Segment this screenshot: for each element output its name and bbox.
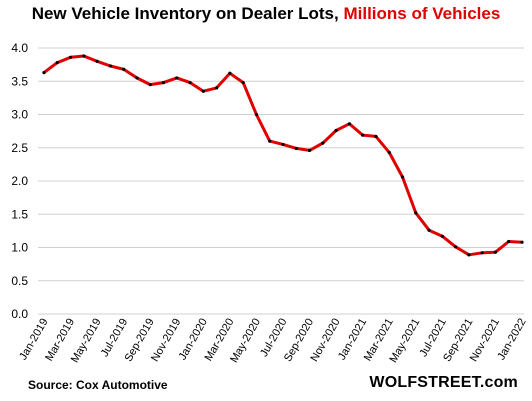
data-point bbox=[215, 86, 219, 90]
y-tick-label: 2.5 bbox=[11, 141, 28, 155]
data-point bbox=[440, 234, 444, 238]
data-point bbox=[294, 146, 298, 151]
data-point bbox=[281, 142, 285, 147]
data-point bbox=[321, 141, 325, 145]
y-tick-label: 4.0 bbox=[11, 41, 28, 55]
data-point bbox=[520, 240, 524, 244]
data-point bbox=[148, 82, 152, 87]
data-point bbox=[268, 139, 272, 143]
y-tick-label: 3.0 bbox=[11, 108, 28, 122]
data-point bbox=[347, 122, 351, 126]
data-point bbox=[361, 133, 365, 137]
data-point bbox=[201, 89, 205, 93]
y-axis-ticks: 0.0 0.5 1.0 1.5 2.0 2.5 3.0 3.5 4.0 bbox=[11, 41, 28, 321]
data-point bbox=[427, 228, 431, 232]
data-point bbox=[480, 251, 484, 255]
data-point bbox=[175, 76, 179, 80]
chart-title: New Vehicle Inventory on Dealer Lots, Mi… bbox=[0, 4, 532, 24]
data-point bbox=[374, 134, 378, 139]
data-point bbox=[188, 80, 192, 85]
data-point bbox=[467, 253, 471, 257]
y-tick-label: 0.0 bbox=[11, 307, 28, 321]
data-point bbox=[228, 71, 232, 75]
data-point bbox=[161, 80, 166, 85]
data-point bbox=[122, 67, 126, 71]
data-point bbox=[254, 112, 259, 117]
source-note: Source: Cox Automotive bbox=[28, 378, 168, 392]
data-point bbox=[241, 80, 245, 85]
chart-title-main: New Vehicle Inventory on Dealer Lots, bbox=[31, 4, 339, 23]
y-tick-label: 2.0 bbox=[11, 174, 28, 188]
y-tick-label: 3.5 bbox=[11, 74, 28, 88]
data-point bbox=[387, 150, 391, 155]
data-point bbox=[454, 245, 458, 249]
data-point bbox=[414, 211, 418, 215]
y-tick-label: 1.5 bbox=[11, 207, 28, 221]
data-point bbox=[507, 239, 511, 244]
y-tick-label: 1.0 bbox=[11, 241, 28, 255]
data-point bbox=[82, 54, 86, 58]
data-point bbox=[42, 71, 46, 75]
y-tick-label: 0.5 bbox=[11, 274, 28, 288]
data-point bbox=[493, 250, 498, 254]
brand-logo-text: WOLFSTREET.com bbox=[369, 374, 518, 391]
data-point bbox=[334, 128, 338, 133]
data-point bbox=[400, 175, 405, 179]
data-point bbox=[307, 148, 312, 153]
gridlines bbox=[38, 47, 524, 315]
data-points bbox=[42, 54, 524, 257]
data-point bbox=[55, 61, 59, 65]
chart-title-highlight: Millions of Vehicles bbox=[343, 4, 501, 23]
x-axis-ticks: Jan-2019Mar-2019May-2019Jul-2019Sep-2019… bbox=[17, 317, 528, 365]
data-point bbox=[108, 64, 112, 68]
data-point bbox=[95, 59, 99, 63]
series-line-group bbox=[42, 54, 524, 257]
data-point bbox=[68, 55, 73, 59]
data-point bbox=[135, 76, 139, 80]
series-line bbox=[42, 54, 524, 257]
